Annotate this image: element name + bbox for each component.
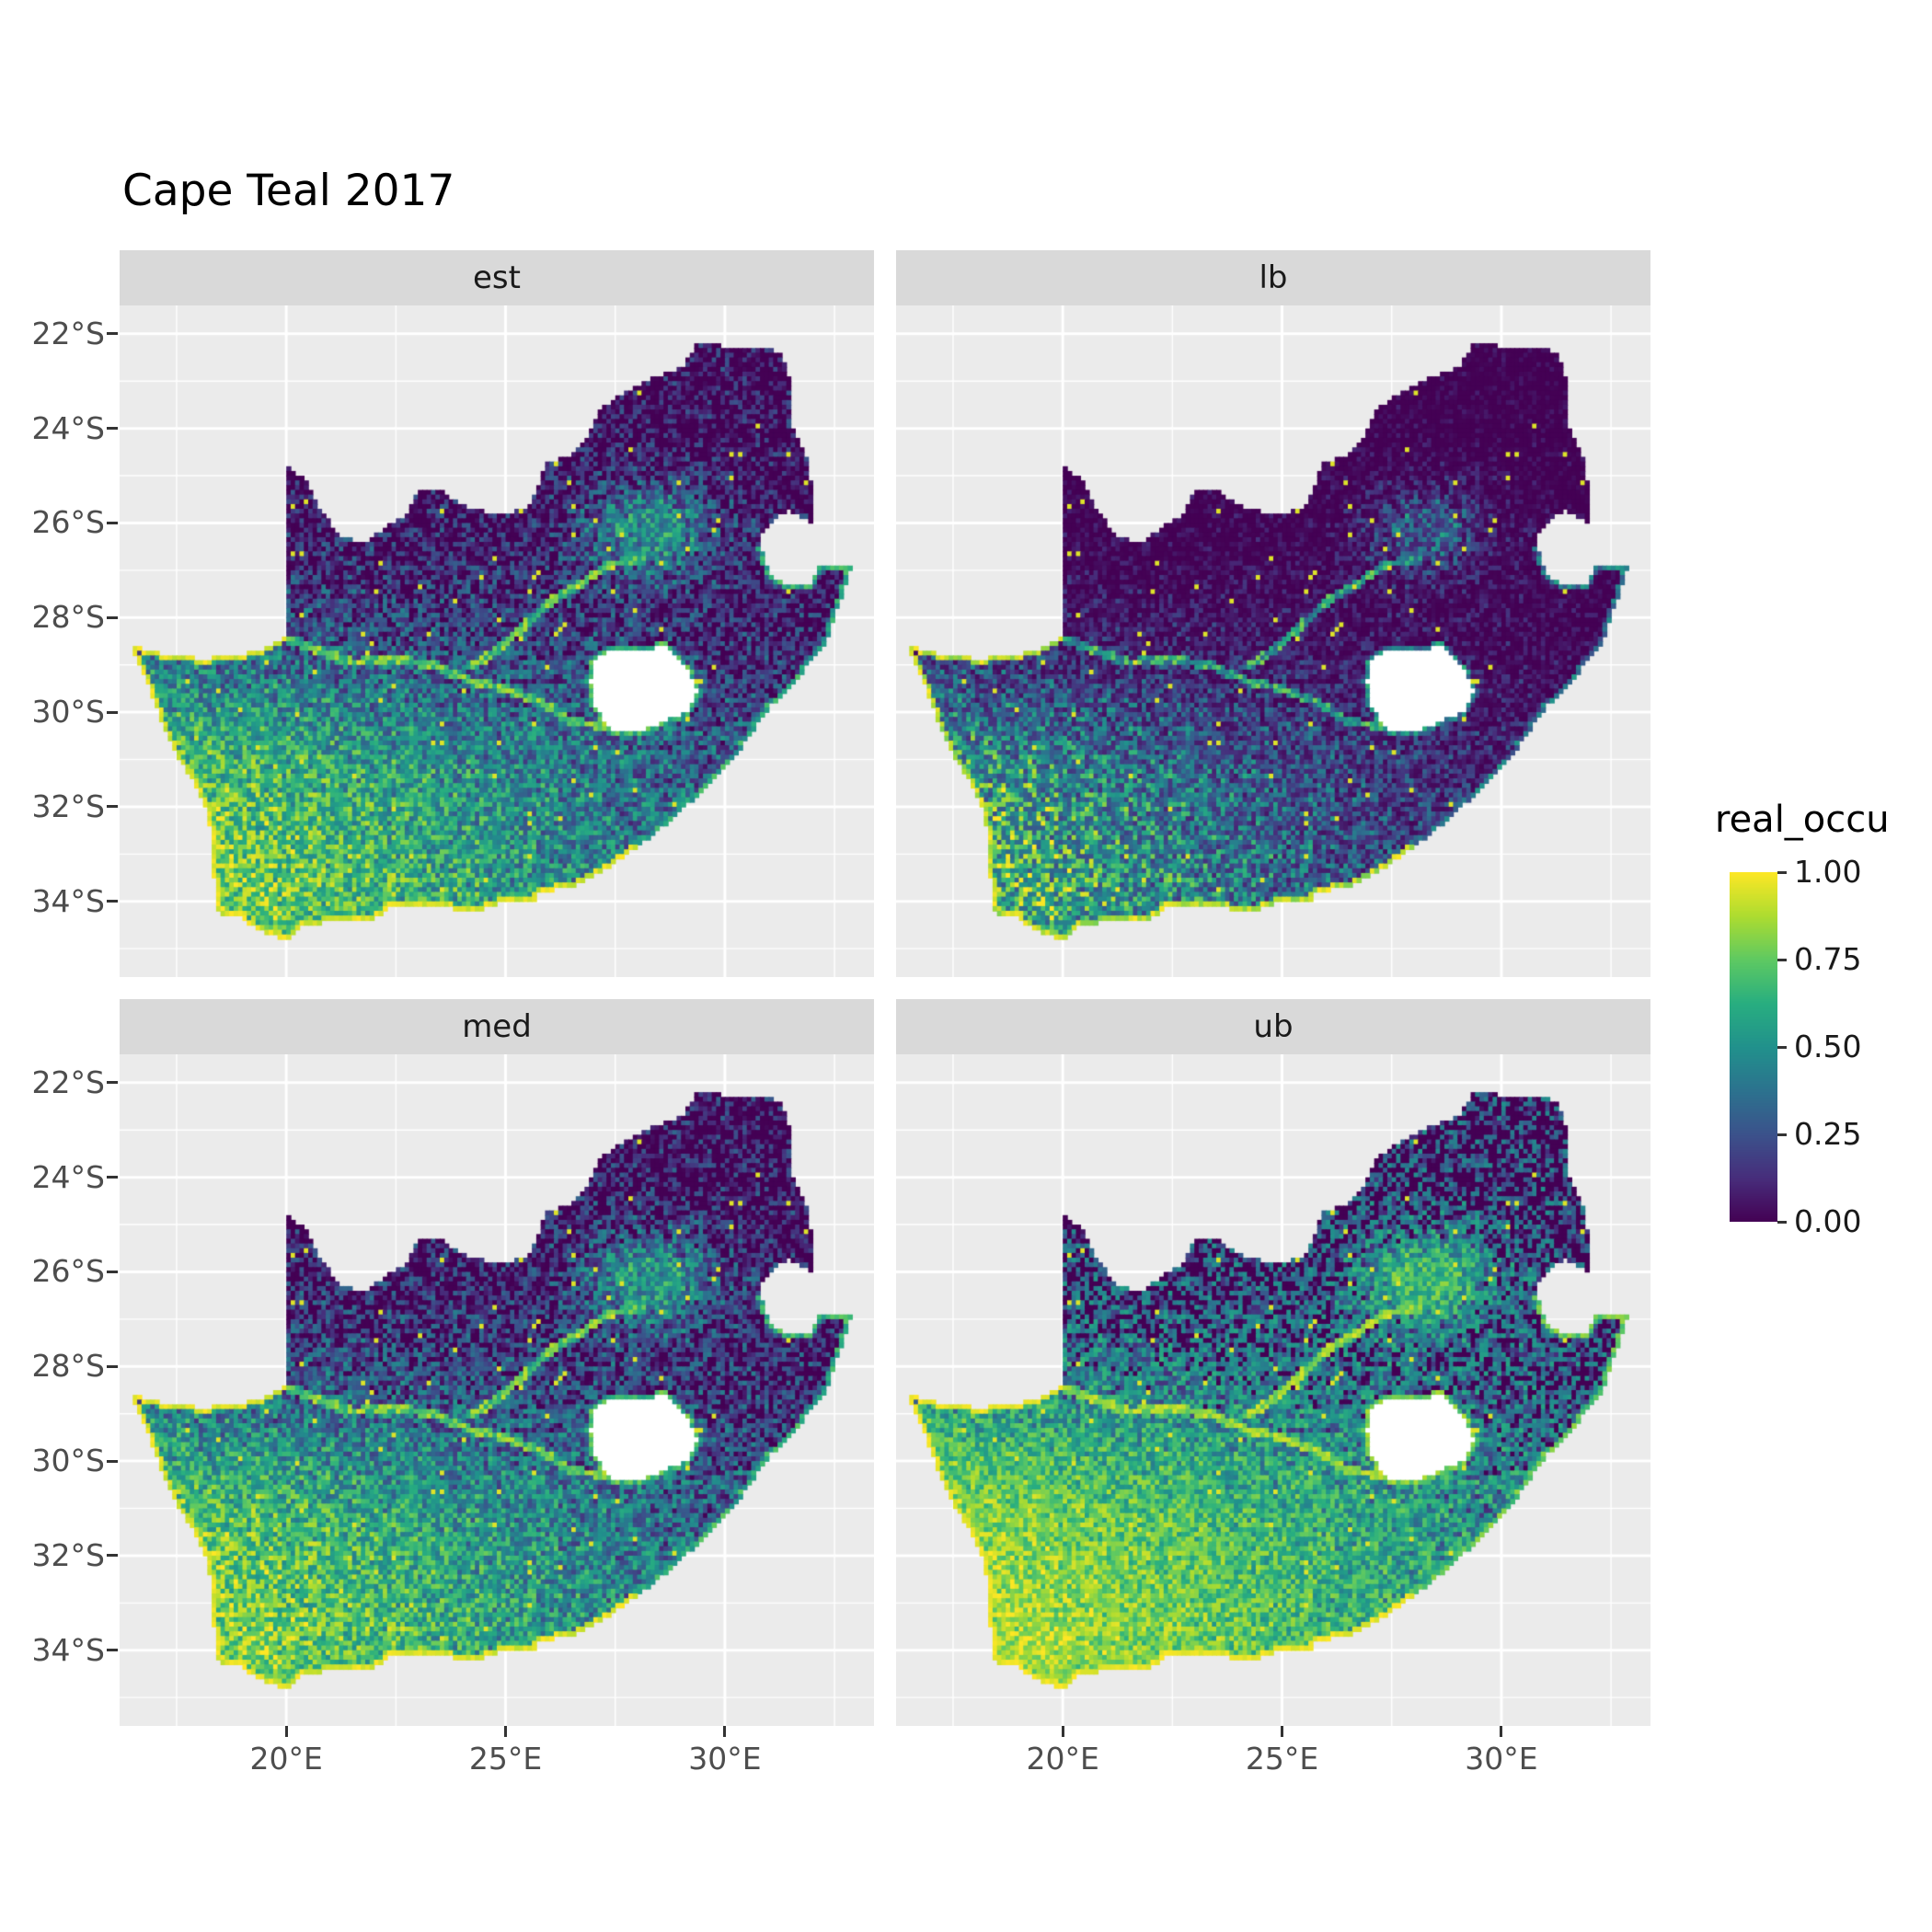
x-axis-tick-label: 30°E bbox=[688, 1741, 762, 1777]
facet-strip-lb: lb bbox=[896, 250, 1650, 305]
y-axis-tick bbox=[107, 1649, 118, 1652]
y-axis-tick bbox=[107, 1554, 118, 1558]
y-axis-tick bbox=[107, 332, 118, 336]
y-axis-tick bbox=[107, 1364, 118, 1368]
x-axis-tick bbox=[1500, 1726, 1503, 1737]
y-axis-tick-label: 32°S bbox=[31, 788, 105, 824]
x-axis-tick bbox=[1281, 1726, 1284, 1737]
legend-tick-label: 1.00 bbox=[1794, 854, 1862, 890]
legend-tick bbox=[1777, 870, 1787, 874]
y-axis-tick-label: 30°S bbox=[31, 694, 105, 730]
legend-colorbar bbox=[1730, 872, 1777, 1222]
plot-title: Cape Teal 2017 bbox=[122, 166, 455, 216]
map-panel-est bbox=[120, 305, 874, 977]
y-axis-tick-label: 24°S bbox=[31, 1158, 105, 1195]
y-axis-tick-label: 28°S bbox=[31, 1348, 105, 1385]
x-axis-tick-label: 20°E bbox=[249, 1741, 323, 1777]
y-axis-tick bbox=[107, 1176, 118, 1179]
y-axis-tick bbox=[107, 710, 118, 714]
x-axis-tick bbox=[723, 1726, 727, 1737]
y-axis-tick bbox=[107, 427, 118, 431]
y-axis-tick bbox=[107, 805, 118, 809]
y-axis-tick-label: 30°S bbox=[31, 1443, 105, 1479]
map-panel-lb bbox=[896, 305, 1650, 977]
y-axis-tick bbox=[107, 615, 118, 619]
legend-tick bbox=[1777, 1133, 1787, 1136]
y-axis-tick bbox=[107, 1081, 118, 1085]
legend-tick bbox=[1777, 1045, 1787, 1049]
y-axis-tick-label: 22°S bbox=[31, 315, 105, 351]
y-axis-tick bbox=[107, 521, 118, 524]
map-panel-ub bbox=[896, 1054, 1650, 1726]
facet-strip-est: est bbox=[120, 250, 874, 305]
x-axis-tick-label: 25°E bbox=[468, 1741, 543, 1777]
x-axis-tick-label: 30°E bbox=[1465, 1741, 1538, 1777]
legend-tick-label: 0.00 bbox=[1794, 1203, 1862, 1239]
legend-tick bbox=[1777, 958, 1787, 961]
y-axis-tick-label: 28°S bbox=[31, 599, 105, 636]
legend-title: real_occu bbox=[1715, 799, 1890, 841]
y-axis-tick-label: 22°S bbox=[31, 1064, 105, 1100]
x-axis-tick bbox=[284, 1726, 288, 1737]
y-axis-tick-label: 32°S bbox=[31, 1536, 105, 1573]
legend-tick-label: 0.75 bbox=[1794, 941, 1862, 977]
y-axis-tick-label: 24°S bbox=[31, 409, 105, 446]
y-axis-tick bbox=[107, 1270, 118, 1273]
y-axis-tick-label: 26°S bbox=[31, 504, 105, 541]
y-axis-tick-label: 34°S bbox=[31, 882, 105, 919]
y-axis-tick bbox=[107, 1459, 118, 1463]
facet-strip-med: med bbox=[120, 999, 874, 1054]
legend-tick-label: 0.50 bbox=[1794, 1029, 1862, 1064]
x-axis-tick bbox=[504, 1726, 508, 1737]
x-axis-tick-label: 20°E bbox=[1026, 1741, 1099, 1777]
x-axis-tick-label: 25°E bbox=[1245, 1741, 1319, 1777]
facet-strip-ub: ub bbox=[896, 999, 1650, 1054]
legend-tick bbox=[1777, 1220, 1787, 1224]
y-axis-tick-label: 26°S bbox=[31, 1253, 105, 1290]
y-axis-tick-label: 34°S bbox=[31, 1631, 105, 1668]
x-axis-tick bbox=[1061, 1726, 1064, 1737]
map-panel-med bbox=[120, 1054, 874, 1726]
y-axis-tick bbox=[107, 900, 118, 903]
legend-tick-label: 0.25 bbox=[1794, 1116, 1862, 1152]
